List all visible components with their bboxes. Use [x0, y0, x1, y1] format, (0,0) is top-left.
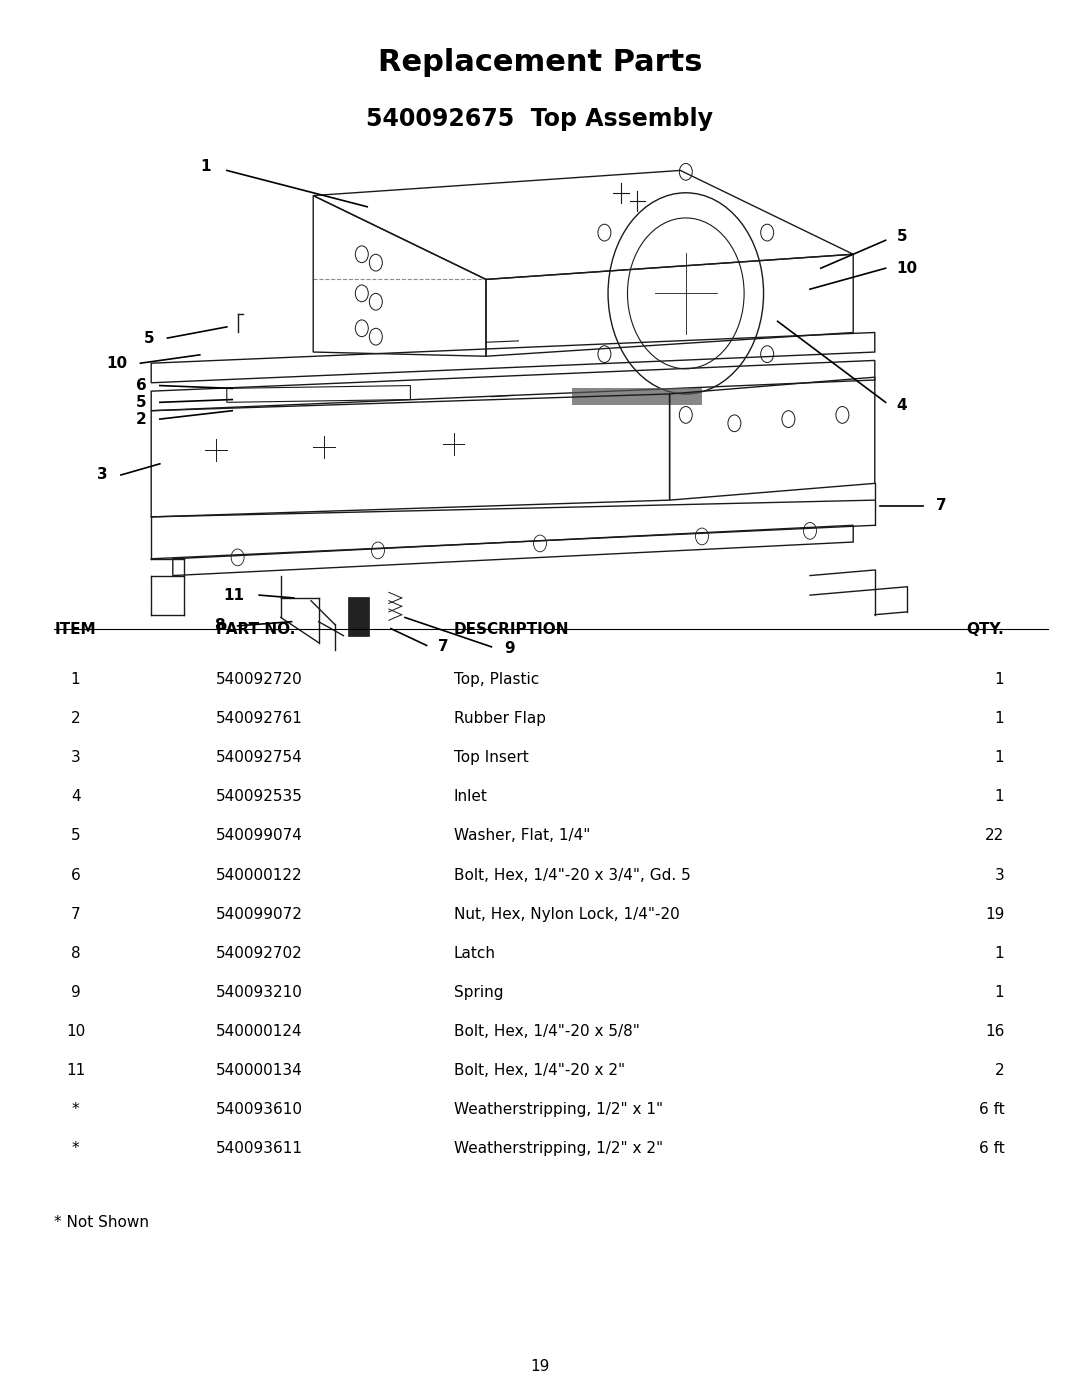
Text: 5: 5: [136, 395, 147, 409]
Text: 540092535: 540092535: [216, 789, 302, 805]
Text: 7: 7: [438, 640, 449, 654]
Text: 4: 4: [896, 398, 907, 412]
Text: 7: 7: [936, 499, 947, 513]
Text: Bolt, Hex, 1/4"-20 x 5/8": Bolt, Hex, 1/4"-20 x 5/8": [454, 1024, 639, 1039]
Text: Top Insert: Top Insert: [454, 750, 528, 766]
Text: ITEM: ITEM: [55, 622, 96, 637]
Text: Washer, Flat, 1/4": Washer, Flat, 1/4": [454, 828, 590, 844]
Text: 10: 10: [66, 1024, 85, 1039]
Text: 5: 5: [144, 331, 154, 345]
Text: 6: 6: [70, 868, 81, 883]
Text: 1: 1: [995, 750, 1004, 766]
Text: 1: 1: [995, 711, 1004, 726]
Text: 540099074: 540099074: [216, 828, 302, 844]
Text: Rubber Flap: Rubber Flap: [454, 711, 545, 726]
Text: 1: 1: [71, 672, 80, 687]
Text: 8: 8: [71, 946, 80, 961]
Text: 540092754: 540092754: [216, 750, 302, 766]
Text: 2: 2: [71, 711, 80, 726]
Text: 2: 2: [136, 412, 147, 426]
Text: 11: 11: [66, 1063, 85, 1078]
Text: 5: 5: [896, 229, 907, 243]
Text: 540000134: 540000134: [216, 1063, 302, 1078]
Text: 1: 1: [995, 789, 1004, 805]
Text: 3: 3: [97, 468, 108, 482]
Text: 8: 8: [214, 619, 225, 633]
Text: 540000122: 540000122: [216, 868, 302, 883]
Text: Spring: Spring: [454, 985, 503, 1000]
Text: 540099072: 540099072: [216, 907, 302, 922]
Text: Weatherstripping, 1/2" x 1": Weatherstripping, 1/2" x 1": [454, 1102, 663, 1118]
Text: 6 ft: 6 ft: [978, 1141, 1004, 1157]
Text: Replacement Parts: Replacement Parts: [378, 49, 702, 77]
Text: QTY.: QTY.: [967, 622, 1004, 637]
Text: 19: 19: [985, 907, 1004, 922]
Text: 11: 11: [224, 588, 244, 602]
Text: 19: 19: [530, 1359, 550, 1373]
Text: 540093610: 540093610: [216, 1102, 303, 1118]
Text: 5: 5: [71, 828, 80, 844]
Text: *: *: [71, 1141, 80, 1157]
Text: 16: 16: [985, 1024, 1004, 1039]
Text: 3: 3: [995, 868, 1004, 883]
Text: 540092702: 540092702: [216, 946, 302, 961]
Text: Nut, Hex, Nylon Lock, 1/4"-20: Nut, Hex, Nylon Lock, 1/4"-20: [454, 907, 679, 922]
Text: * Not Shown: * Not Shown: [54, 1215, 149, 1231]
Text: 22: 22: [985, 828, 1004, 844]
Text: 4: 4: [71, 789, 80, 805]
Bar: [348, 597, 369, 636]
Text: 540092720: 540092720: [216, 672, 302, 687]
Text: 1: 1: [995, 672, 1004, 687]
Text: Latch: Latch: [454, 946, 496, 961]
Text: 540093611: 540093611: [216, 1141, 303, 1157]
Text: 540000124: 540000124: [216, 1024, 302, 1039]
Text: 10: 10: [896, 261, 918, 275]
Text: 1: 1: [995, 946, 1004, 961]
Text: Inlet: Inlet: [454, 789, 487, 805]
Text: 540092761: 540092761: [216, 711, 302, 726]
Text: DESCRIPTION: DESCRIPTION: [454, 622, 569, 637]
Text: 6 ft: 6 ft: [978, 1102, 1004, 1118]
Text: Bolt, Hex, 1/4"-20 x 3/4", Gd. 5: Bolt, Hex, 1/4"-20 x 3/4", Gd. 5: [454, 868, 690, 883]
Text: 9: 9: [504, 641, 515, 655]
Text: 10: 10: [106, 356, 127, 370]
Text: PART NO.: PART NO.: [216, 622, 295, 637]
Text: 2: 2: [995, 1063, 1004, 1078]
Text: 1: 1: [995, 985, 1004, 1000]
Text: 3: 3: [70, 750, 81, 766]
Bar: [572, 388, 702, 405]
Text: 9: 9: [70, 985, 81, 1000]
Text: Top, Plastic: Top, Plastic: [454, 672, 539, 687]
Text: Bolt, Hex, 1/4"-20 x 2": Bolt, Hex, 1/4"-20 x 2": [454, 1063, 624, 1078]
Text: 540093210: 540093210: [216, 985, 302, 1000]
Text: 540092675  Top Assembly: 540092675 Top Assembly: [366, 106, 714, 131]
Text: 7: 7: [71, 907, 80, 922]
Text: *: *: [71, 1102, 80, 1118]
Text: 6: 6: [136, 379, 147, 393]
Text: Weatherstripping, 1/2" x 2": Weatherstripping, 1/2" x 2": [454, 1141, 663, 1157]
Text: 1: 1: [200, 159, 211, 173]
